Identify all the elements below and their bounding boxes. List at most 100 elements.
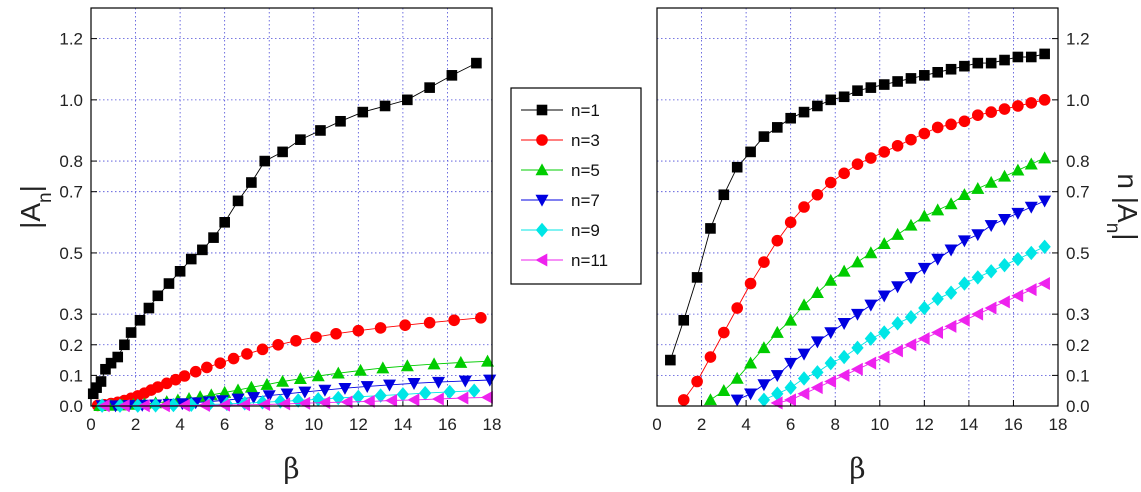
data-point: [944, 285, 958, 300]
data-point: [262, 390, 276, 403]
y-tick-label: 0.2: [1066, 336, 1090, 355]
data-point: [432, 376, 446, 389]
x-tick-label: 0: [652, 415, 661, 434]
data-point: [379, 100, 391, 112]
data-point: [810, 381, 823, 395]
data-point: [918, 300, 931, 316]
data-point: [112, 351, 124, 363]
data-point: [1038, 195, 1052, 208]
data-point: [1039, 48, 1050, 60]
data-point: [837, 349, 851, 365]
right-panel: 0 2 4 6 8 10 12 14 16 180.0 0.1 0.2 0.3 0.5 0.7 0.8 1.0 1…: [652, 7, 1141, 485]
data-point: [338, 382, 352, 395]
data-point: [744, 277, 757, 290]
data-point: [290, 334, 302, 347]
y-tick-label: 0.3: [59, 305, 83, 324]
data-point: [310, 331, 322, 343]
data-point: [295, 134, 306, 145]
data-point: [471, 57, 482, 69]
data-point: [878, 79, 890, 90]
data-point: [705, 223, 716, 234]
x-tick-label: 18: [483, 415, 502, 434]
data-point: [998, 103, 1011, 115]
plot-frame: [656, 7, 1059, 407]
data-point: [837, 264, 851, 277]
data-point: [119, 339, 130, 351]
data-point: [717, 384, 731, 396]
data-point: [998, 257, 1011, 273]
legend-label: n=3: [571, 131, 600, 150]
data-point: [399, 319, 411, 331]
data-point: [718, 189, 730, 201]
data-point: [277, 146, 288, 158]
data-point: [231, 393, 245, 406]
data-point: [891, 316, 904, 331]
data-point: [971, 182, 985, 194]
x-tick-label: 12: [915, 415, 934, 434]
y-tick-label: 0.8: [1066, 152, 1090, 171]
data-point: [917, 209, 931, 222]
data-point: [260, 377, 274, 390]
data-point: [730, 394, 744, 407]
svg-text:n |An|: n |An|: [1103, 173, 1141, 240]
series-line: [683, 99, 1045, 401]
data-point: [258, 397, 271, 411]
series-n=11: [770, 277, 1050, 410]
x-tick-label: 14: [393, 415, 412, 434]
data-point: [917, 332, 930, 346]
data-point: [95, 376, 107, 387]
data-point: [475, 312, 487, 324]
data-point: [197, 244, 208, 256]
data-point: [971, 229, 985, 242]
data-point: [214, 357, 227, 369]
data-point: [770, 370, 784, 383]
data-point: [744, 388, 758, 401]
data-point: [758, 131, 770, 142]
data-point: [984, 220, 998, 232]
data-point: [718, 326, 730, 339]
data-point: [784, 313, 798, 326]
data-point: [850, 255, 865, 268]
y-tick-label: 1.2: [1066, 30, 1090, 49]
data-point: [152, 290, 164, 302]
data-point: [332, 390, 345, 406]
data-point: [174, 265, 186, 277]
y-tick-label: 1.2: [59, 30, 83, 49]
series-n=1: [665, 48, 1050, 366]
data-point: [957, 235, 971, 248]
data-point: [797, 387, 810, 401]
legend-label: n=11: [571, 251, 608, 270]
series-n=7: [730, 195, 1052, 407]
legend-marker: [535, 222, 549, 238]
data-point: [280, 388, 294, 401]
y-tick-label: 0.7: [59, 183, 83, 202]
data-point: [945, 63, 957, 75]
data-point: [785, 112, 796, 124]
plot-frame: [90, 7, 493, 407]
data-point: [431, 392, 444, 406]
data-point: [677, 394, 690, 406]
data-point: [246, 177, 257, 188]
x-tick-label: 0: [86, 415, 95, 434]
data-point: [891, 227, 905, 240]
left-panel: 0 2 4 6 8 10 12 14 16 18 0.0 0.1 0.2 0.3 0.5 0.7 0.8 1.0 1…: [15, 7, 502, 485]
y-tick-label: 0.5: [1066, 244, 1090, 263]
data-point: [143, 302, 155, 314]
data-point: [999, 54, 1010, 66]
data-point: [770, 325, 784, 338]
data-point: [864, 331, 878, 346]
data-point: [1012, 51, 1024, 63]
data-point: [357, 106, 369, 118]
data-point: [958, 115, 971, 128]
x-tick-label: 10: [870, 415, 889, 434]
data-point: [272, 338, 284, 351]
x-tick-label: 10: [304, 415, 323, 434]
plot-area: [657, 8, 1058, 406]
x-tick-label: 18: [1049, 415, 1068, 434]
legend-entry: n=3: [521, 131, 600, 150]
series-n=3: [91, 312, 487, 412]
data-point: [105, 357, 117, 369]
legend-label: n=5: [571, 161, 600, 180]
data-point: [1025, 97, 1038, 109]
